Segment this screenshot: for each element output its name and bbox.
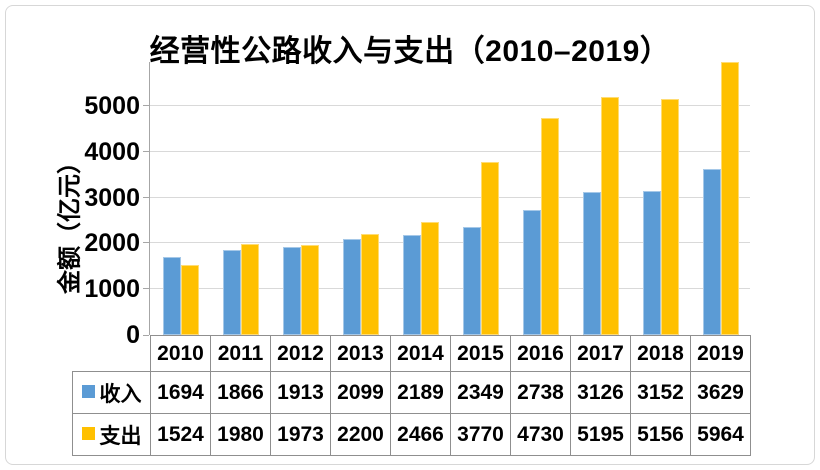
gridline <box>150 196 750 198</box>
value-cell-收入-2012: 1913 <box>270 371 331 414</box>
bar-收入-2019 <box>703 169 721 335</box>
legend-label-收入: 收入 <box>99 382 142 406</box>
year-header-cell: 2018 <box>630 335 691 372</box>
value-cell-支出-2018: 5156 <box>630 413 691 456</box>
bar-支出-2018 <box>661 99 679 335</box>
y-axis-tick <box>143 105 149 106</box>
value-cell-收入-2018: 3152 <box>630 371 691 414</box>
bar-支出-2012 <box>301 245 319 335</box>
value-cell-收入-2017: 3126 <box>570 371 631 414</box>
bar-收入-2017 <box>583 192 601 335</box>
legend-cell-收入: 收入 <box>72 371 151 414</box>
bar-支出-2013 <box>361 234 379 335</box>
value-cell-收入-2010: 1694 <box>150 371 211 414</box>
y-tick-label: 4000 <box>84 137 140 166</box>
year-header-cell: 2015 <box>450 335 511 372</box>
bar-收入-2012 <box>283 247 301 335</box>
value-cell-支出-2010: 1524 <box>150 413 211 456</box>
y-tick-label: 0 <box>126 321 140 349</box>
value-cell-收入-2019: 3629 <box>690 371 751 414</box>
data-table: 2010 2011 2012 2013 2014 2015 2016 2017 2018 2019… <box>72 335 751 456</box>
y-tick-label: 2000 <box>84 229 140 258</box>
bar-收入-2014 <box>403 235 421 335</box>
y-axis-tick <box>143 288 149 290</box>
value-cell-收入-2016: 2738 <box>510 371 571 414</box>
gridline <box>150 150 750 152</box>
bar-支出-2014 <box>421 222 439 335</box>
year-header-cell: 2013 <box>330 335 391 372</box>
bar-收入-2013 <box>343 239 361 335</box>
y-axis-tick <box>143 335 149 336</box>
value-cell-支出-2019: 5964 <box>690 413 751 456</box>
bar-收入-2015 <box>463 227 481 335</box>
table-row-收入: 收入 1694 1866 1913 2099 2189 2349 2738 3126 3152 36… <box>72 371 751 414</box>
legend-swatch-支出 <box>81 427 95 440</box>
legend-swatch-收入 <box>81 385 95 398</box>
year-header-cell: 2016 <box>510 335 571 372</box>
table-header-row: 2010 2011 2012 2013 2014 2015 2016 2017 2018 2019 <box>73 335 751 372</box>
legend-label-支出: 支出 <box>99 424 142 448</box>
value-cell-收入-2014: 2189 <box>390 371 451 414</box>
y-tick-label: 5000 <box>84 92 140 120</box>
value-cell-支出-2014: 2466 <box>390 413 451 456</box>
y-tick-label: 3000 <box>84 183 140 212</box>
bar-支出-2016 <box>541 118 559 335</box>
value-cell-支出-2013: 2200 <box>330 413 391 456</box>
bar-支出-2015 <box>481 162 499 335</box>
bar-支出-2017 <box>601 97 619 335</box>
bar-收入-2010 <box>163 257 181 335</box>
value-cell-收入-2013: 2099 <box>330 371 391 414</box>
bar-收入-2011 <box>223 250 241 335</box>
chart-title: 经营性公路收入与支出（2010–2019） <box>149 35 671 68</box>
gridline <box>150 288 750 290</box>
year-header-cell: 2010 <box>150 335 211 372</box>
year-header-cell: 2017 <box>570 335 631 372</box>
y-axis-title: 金额（亿元） <box>56 150 84 294</box>
bar-支出-2011 <box>241 244 259 335</box>
legend-cell-支出: 支出 <box>72 413 151 456</box>
bar-收入-2016 <box>523 210 541 335</box>
value-cell-支出-2016: 4730 <box>510 413 571 456</box>
bar-支出-2010 <box>181 265 199 335</box>
gridline <box>150 242 750 244</box>
y-tick-label: 1000 <box>84 275 140 304</box>
year-header-cell: 2019 <box>690 335 751 372</box>
value-cell-收入-2015: 2349 <box>450 371 511 414</box>
bar-收入-2018 <box>643 191 661 335</box>
year-header-cell: 2012 <box>270 335 331 372</box>
y-axis-line <box>149 62 150 335</box>
value-cell-支出-2012: 1973 <box>270 413 331 456</box>
plot-area <box>143 62 750 336</box>
bar-支出-2019 <box>721 62 739 335</box>
value-cell-收入-2011: 1866 <box>210 371 271 414</box>
y-axis-tick <box>143 150 149 152</box>
year-header-cell: 2011 <box>210 335 271 372</box>
y-axis-tick <box>143 242 149 244</box>
gridline <box>150 105 750 106</box>
value-cell-支出-2015: 3770 <box>450 413 511 456</box>
y-axis-tick <box>143 196 149 198</box>
year-header-cell: 2014 <box>390 335 451 372</box>
table-row-支出: 支出 1524 1980 1973 2200 2466 3770 4730 5195 5156 59… <box>72 413 751 456</box>
value-cell-支出-2011: 1980 <box>210 413 271 456</box>
value-cell-支出-2017: 5195 <box>570 413 631 456</box>
